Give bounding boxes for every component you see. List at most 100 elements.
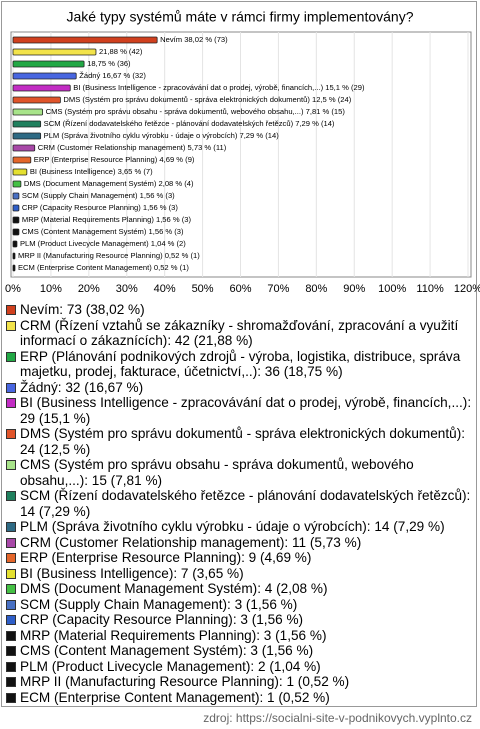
legend-swatch xyxy=(6,646,16,656)
legend-label: CMS (Content Management Systém): 3 (1,56… xyxy=(20,643,314,658)
bar xyxy=(12,216,20,224)
value-label: ECM (Enterprise Content Management) 0,52… xyxy=(18,263,189,272)
legend-swatch xyxy=(6,537,16,548)
legend-entry: CRM (Řízení vztahů se zákazníky - shroma… xyxy=(6,318,472,349)
bar xyxy=(12,144,36,152)
value-label: CMS (Systém pro správu obsahu - správa d… xyxy=(46,107,346,116)
x-tick-label: 70% xyxy=(267,283,289,295)
x-tick-label: 30% xyxy=(116,283,138,295)
bar xyxy=(12,180,22,188)
bar xyxy=(12,48,97,56)
bar xyxy=(12,168,28,176)
source: zdroj: https://socialni-site-v-podnikovy… xyxy=(203,711,472,725)
x-tick-label: 40% xyxy=(154,283,176,295)
value-label: Žádný 16,67 % (32) xyxy=(79,71,146,80)
legend-swatch xyxy=(6,491,16,501)
bar xyxy=(12,72,77,80)
legend-swatch xyxy=(6,320,16,331)
legend-swatch xyxy=(6,677,16,687)
legend-entry: Nevím: 73 (38,02 %) xyxy=(6,302,472,318)
bar xyxy=(12,96,61,104)
legend-label: CRP (Capacity Resource Planning): 3 (1,5… xyxy=(20,612,304,627)
legend-swatch xyxy=(6,429,16,439)
legend-swatch xyxy=(6,568,16,579)
legend: Nevím: 73 (38,02 %) CRM (Řízení vztahů se… xyxy=(6,302,472,705)
value-label: SCM (Řízení dodavatelského řetězce - plá… xyxy=(44,119,335,128)
legend-swatch xyxy=(6,460,16,470)
bar xyxy=(12,252,16,260)
x-tick-label: 10% xyxy=(40,283,62,295)
legend-entry: SCM (Řízení dodavatelského řetězce - plá… xyxy=(6,488,472,519)
legend-entry: BI (Business Intelligence - zpracovávání… xyxy=(6,395,472,426)
legend-entry: CMS (Content Management Systém): 3 (1,56… xyxy=(6,643,472,659)
bar xyxy=(12,264,16,272)
value-label: MRP II (Manufacturing Resource Planning)… xyxy=(18,251,200,260)
legend-swatch xyxy=(6,553,16,563)
legend-swatch xyxy=(6,692,16,703)
legend-label: BI (Business Intelligence - zpracovávání… xyxy=(20,395,472,426)
value-label: MRP (Material Requirements Planning) 1,5… xyxy=(22,215,192,224)
value-label: PLM (Product Livecycle Management) 1,04 … xyxy=(20,239,186,248)
legend-entry: CRM (Customer Relationship management): … xyxy=(6,535,472,551)
legend-label: Nevím: 73 (38,02 %) xyxy=(20,302,145,317)
value-label: 18,75 % (36) xyxy=(87,59,131,68)
bar xyxy=(12,120,42,128)
legend-label: ERP (Plánování podnikových zdrojů - výro… xyxy=(20,348,461,380)
value-label: ERP (Enterprise Resource Planning) 4,69 … xyxy=(34,155,195,164)
legend-swatch xyxy=(6,630,16,641)
chart-frame xyxy=(1,1,477,707)
legend-swatch xyxy=(6,382,16,393)
bar xyxy=(12,132,42,140)
value-label: DMS (Systém pro správu dokumentů - správ… xyxy=(63,95,351,104)
legend-label: CRM (Customer Relationship management): … xyxy=(20,534,362,550)
legend-swatch xyxy=(6,599,16,610)
value-label: DMS (Document Management Systém) 2,08 % … xyxy=(24,179,194,188)
legend-entry: CRP (Capacity Resource Planning): 3 (1,5… xyxy=(6,612,472,628)
legend-entry: ERP (Enterprise Resource Planning): 9 (4… xyxy=(6,550,472,566)
legend-entry: PLM (Správa životního cyklu výrobku - úd… xyxy=(6,519,472,535)
legend-entry: MRP II (Manufacturing Resource Planning)… xyxy=(6,674,472,690)
legend-swatch xyxy=(6,584,16,594)
legend-entry: BI (Business Intelligence): 7 (3,65 %) xyxy=(6,566,472,582)
x-tick-label: 80% xyxy=(305,283,327,295)
legend-label: PLM (Správa životního cyklu výrobku - úd… xyxy=(20,519,445,534)
value-label: CMS (Content Management Systém) 1,56 % (… xyxy=(22,227,184,236)
legend-swatch xyxy=(6,522,16,532)
value-label: CRP (Capacity Resource Planning) 1,56 % … xyxy=(22,203,178,212)
legend-swatch xyxy=(6,351,16,362)
x-tick-label: 20% xyxy=(78,283,100,295)
legend-label: ERP (Enterprise Resource Planning): 9 (4… xyxy=(20,550,312,565)
legend-swatch xyxy=(6,661,16,672)
bar xyxy=(12,156,32,164)
bar xyxy=(12,108,44,116)
legend-entry: PLM (Product Livecycle Management): 2 (1… xyxy=(6,659,472,675)
value-label: BI (Business Intelligence) 3,65 % (7) xyxy=(30,167,153,176)
x-tick-label: 90% xyxy=(343,283,365,295)
bar xyxy=(12,228,20,236)
bar xyxy=(12,84,71,92)
value-label: BI (Business Intelligence - zpracovávání… xyxy=(73,83,365,92)
bar xyxy=(12,204,20,212)
value-label: SCM (Supply Chain Management) 1,56 % (3) xyxy=(22,191,175,200)
legend-entry: CMS (Systém pro správu obsahu - správa d… xyxy=(6,457,472,488)
legend-label: MRP II (Manufacturing Resource Planning)… xyxy=(20,674,350,689)
x-tick-label: 110% xyxy=(416,283,444,295)
bar xyxy=(12,192,20,200)
chart: Jaké typy systémů máte v rámci firmy imp… xyxy=(5,9,480,295)
legend-label: DMS (Systém pro správu dokumentů - správ… xyxy=(20,426,465,457)
legend-entry: ERP (Plánování podnikových zdrojů - výro… xyxy=(6,349,472,380)
value-label: 21,88 % (42) xyxy=(99,47,143,56)
legend-entry: Žádný: 32 (16,67 %) xyxy=(6,380,472,396)
legend-entry: ECM (Enterprise Content Management): 1 (… xyxy=(6,690,472,706)
legend-swatch xyxy=(6,305,16,315)
legend-entry: DMS (Document Management Systém): 4 (2,0… xyxy=(6,581,472,597)
legend-entry: SCM (Supply Chain Management): 3 (1,56 %… xyxy=(6,597,472,613)
legend-label: SCM (Řízení dodavatelského řetězce - plá… xyxy=(20,488,471,519)
legend-label: ECM (Enterprise Content Management): 1 (… xyxy=(20,689,330,705)
legend-swatch xyxy=(6,398,16,408)
legend-swatch xyxy=(6,615,16,625)
legend-label: Žádný: 32 (16,67 %) xyxy=(20,379,144,395)
legend-entry: MRP (Material Requirements Planning): 3 … xyxy=(6,628,472,644)
bar xyxy=(12,60,85,68)
legend-label: DMS (Document Management Systém): 4 (2,0… xyxy=(20,581,328,596)
